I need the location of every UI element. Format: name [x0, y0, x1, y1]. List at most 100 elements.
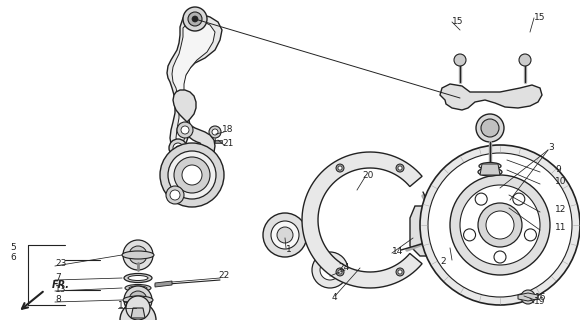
- Circle shape: [441, 246, 449, 254]
- Circle shape: [396, 268, 404, 276]
- Polygon shape: [440, 84, 542, 110]
- Text: 15: 15: [452, 18, 463, 27]
- Circle shape: [124, 286, 152, 314]
- Circle shape: [494, 251, 506, 263]
- Ellipse shape: [479, 163, 501, 170]
- Polygon shape: [480, 164, 500, 175]
- Circle shape: [475, 193, 487, 205]
- Circle shape: [422, 213, 430, 221]
- Polygon shape: [155, 281, 172, 287]
- Polygon shape: [167, 14, 222, 150]
- Circle shape: [398, 270, 402, 274]
- Circle shape: [182, 165, 202, 185]
- Circle shape: [450, 175, 550, 275]
- Text: 20: 20: [362, 171, 374, 180]
- Ellipse shape: [478, 168, 502, 176]
- Text: 17: 17: [118, 301, 129, 310]
- Circle shape: [486, 211, 514, 239]
- Circle shape: [521, 290, 535, 304]
- Circle shape: [481, 119, 499, 137]
- Text: 2: 2: [440, 258, 445, 267]
- Text: 13: 13: [55, 284, 67, 293]
- Ellipse shape: [123, 296, 153, 304]
- Circle shape: [427, 210, 463, 246]
- Circle shape: [519, 54, 531, 66]
- Text: 15: 15: [534, 13, 546, 22]
- Polygon shape: [518, 293, 538, 301]
- Circle shape: [129, 246, 147, 264]
- Circle shape: [174, 157, 210, 193]
- Polygon shape: [210, 140, 222, 143]
- Circle shape: [478, 203, 522, 247]
- Polygon shape: [131, 308, 145, 318]
- Circle shape: [463, 229, 476, 241]
- Circle shape: [277, 227, 293, 243]
- Text: 10: 10: [555, 178, 567, 187]
- Circle shape: [173, 143, 183, 153]
- Text: 1: 1: [286, 245, 292, 254]
- Ellipse shape: [129, 286, 147, 290]
- Text: 12: 12: [555, 205, 567, 214]
- Circle shape: [188, 12, 202, 26]
- Ellipse shape: [124, 274, 152, 283]
- Circle shape: [312, 252, 348, 288]
- Circle shape: [123, 240, 153, 270]
- Circle shape: [422, 235, 430, 243]
- Circle shape: [476, 114, 504, 142]
- Text: FR.: FR.: [52, 280, 70, 290]
- Circle shape: [428, 153, 572, 297]
- Text: 9: 9: [555, 165, 561, 174]
- Circle shape: [166, 186, 184, 204]
- Text: 6: 6: [10, 253, 16, 262]
- Polygon shape: [172, 21, 215, 145]
- Circle shape: [524, 229, 537, 241]
- Text: 14: 14: [392, 247, 403, 257]
- Circle shape: [336, 268, 344, 276]
- Circle shape: [160, 143, 224, 207]
- Circle shape: [170, 190, 180, 200]
- Text: 8: 8: [55, 295, 61, 305]
- Text: 24: 24: [338, 263, 349, 273]
- Circle shape: [513, 193, 525, 205]
- Circle shape: [181, 126, 189, 134]
- Circle shape: [398, 166, 402, 170]
- Text: 7: 7: [55, 274, 61, 283]
- Circle shape: [320, 260, 340, 280]
- Circle shape: [336, 164, 344, 172]
- Text: 21: 21: [222, 139, 233, 148]
- Text: 4: 4: [332, 293, 338, 302]
- Circle shape: [209, 126, 221, 138]
- Text: 16: 16: [535, 293, 546, 302]
- Circle shape: [192, 16, 198, 22]
- Circle shape: [396, 164, 404, 172]
- Ellipse shape: [122, 251, 154, 259]
- Circle shape: [176, 146, 180, 150]
- Circle shape: [338, 270, 342, 274]
- Text: 23: 23: [55, 260, 66, 268]
- Text: 11: 11: [555, 223, 567, 233]
- Circle shape: [169, 139, 187, 157]
- Circle shape: [168, 151, 216, 199]
- Text: 3: 3: [548, 143, 554, 153]
- Polygon shape: [168, 90, 215, 165]
- Ellipse shape: [125, 284, 151, 292]
- Polygon shape: [410, 206, 480, 256]
- Circle shape: [441, 202, 449, 210]
- Ellipse shape: [128, 276, 148, 281]
- Text: 5: 5: [10, 244, 16, 252]
- Circle shape: [434, 217, 456, 239]
- Circle shape: [212, 129, 218, 135]
- Text: 19: 19: [534, 298, 546, 307]
- Circle shape: [126, 296, 150, 320]
- Circle shape: [460, 235, 468, 243]
- Circle shape: [120, 302, 156, 320]
- Circle shape: [460, 213, 468, 221]
- Circle shape: [271, 221, 299, 249]
- Circle shape: [183, 7, 207, 31]
- Text: 22: 22: [218, 271, 229, 281]
- Polygon shape: [302, 152, 422, 288]
- Circle shape: [338, 166, 342, 170]
- Circle shape: [420, 145, 580, 305]
- Circle shape: [177, 122, 193, 138]
- Circle shape: [129, 291, 147, 309]
